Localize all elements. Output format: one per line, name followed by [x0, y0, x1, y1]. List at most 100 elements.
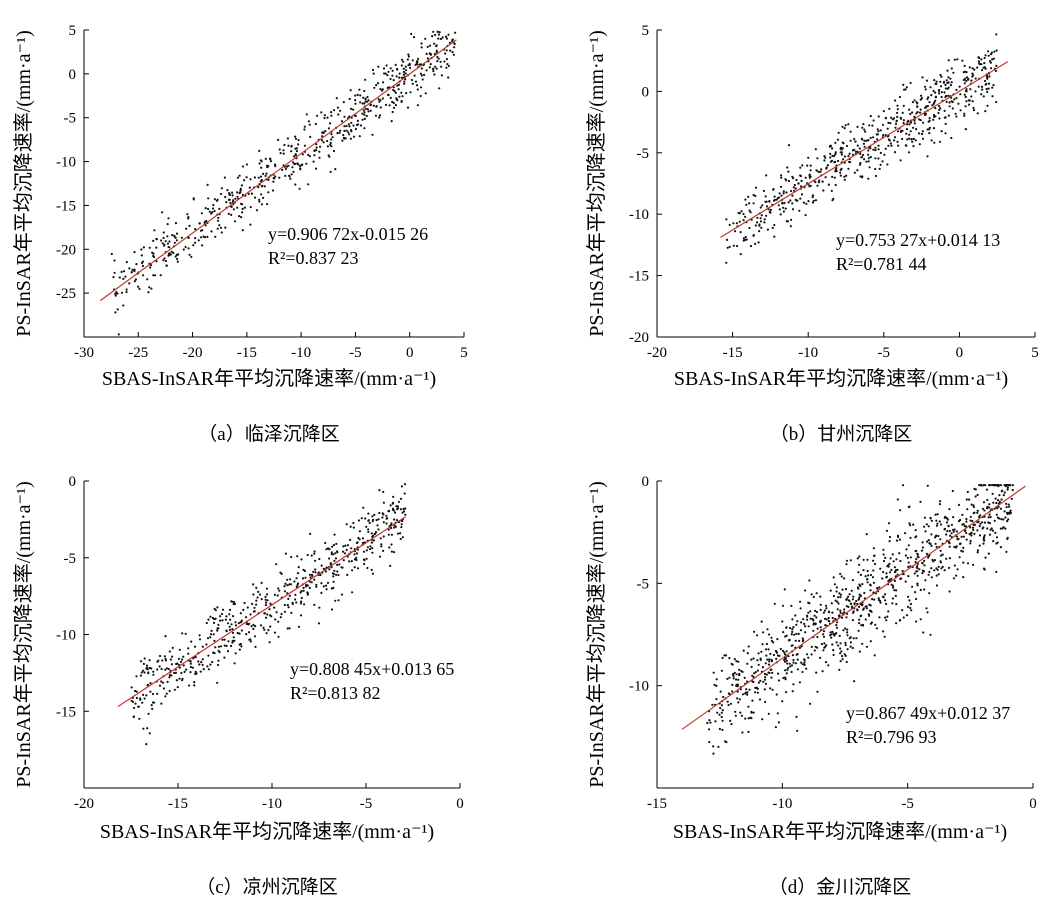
scatter-point	[885, 576, 888, 579]
scatter-point	[719, 707, 722, 710]
scatter-point	[363, 113, 366, 116]
scatter-point	[895, 589, 898, 592]
scatter-point	[782, 631, 785, 634]
scatter-point	[839, 169, 842, 172]
scatter-point	[810, 645, 813, 649]
scatter-point	[329, 141, 332, 145]
scatter-point	[239, 202, 243, 205]
scatter-point	[783, 660, 787, 663]
scatter-point	[183, 670, 186, 674]
scatter-point	[717, 745, 720, 749]
scatter-point	[263, 185, 266, 188]
scatter-point	[863, 591, 866, 595]
scatter-point	[787, 666, 790, 670]
scatter-point	[381, 88, 384, 91]
scatter-point	[785, 650, 788, 653]
scatter-point	[802, 201, 806, 204]
scatter-point	[924, 579, 927, 582]
scatter-point	[902, 119, 906, 122]
scatter-point	[890, 116, 893, 119]
scatter-point	[357, 519, 360, 522]
scatter-point	[829, 160, 833, 163]
scatter-point	[342, 545, 345, 548]
scatter-point	[948, 101, 951, 104]
scatter-point	[1004, 527, 1007, 530]
scatter-point	[435, 67, 438, 70]
scatter-point	[720, 669, 724, 672]
scatter-point	[995, 570, 998, 574]
scatter-point	[775, 657, 778, 661]
scatter-point	[987, 87, 990, 90]
scatter-point	[725, 238, 729, 241]
scatter-point	[845, 563, 848, 566]
scatter-point	[335, 97, 338, 100]
scatter-point	[301, 163, 304, 166]
scatter-point	[878, 586, 881, 589]
scatter-point	[934, 115, 937, 118]
scatter-point	[147, 712, 150, 716]
scatter-point	[340, 120, 344, 123]
scatter-point	[388, 546, 391, 549]
scatter-point	[875, 133, 878, 136]
scatter-point	[432, 70, 435, 73]
scatter-point	[943, 528, 946, 531]
scatter-point	[834, 170, 837, 173]
scatter-point	[833, 617, 837, 621]
scatter-point	[370, 568, 373, 572]
scatter-point	[325, 584, 328, 587]
scatter-point	[410, 78, 413, 82]
scatter-point	[153, 274, 157, 277]
scatter-point	[728, 657, 731, 660]
scatter-point	[848, 160, 851, 163]
regression-equation: y=0.753 27x+0.014 13	[836, 230, 1000, 250]
scatter-point	[384, 103, 388, 106]
scatter-point	[753, 672, 756, 675]
scatter-point	[180, 671, 183, 675]
scatter-point	[224, 618, 227, 621]
scatter-point	[858, 622, 861, 625]
scatter-point	[212, 621, 216, 625]
scatter-point	[891, 602, 894, 605]
scatter-point	[758, 230, 761, 233]
scatter-point	[843, 155, 847, 158]
scatter-point	[116, 308, 119, 311]
scatter-point	[340, 593, 344, 596]
scatter-point	[199, 670, 202, 673]
scatter-point	[223, 656, 226, 659]
scatter-point	[429, 63, 432, 66]
scatter-point	[799, 629, 803, 632]
scatter-point	[297, 138, 300, 142]
scatter-point	[238, 643, 241, 646]
scatter-point	[385, 64, 388, 67]
scatter-point	[210, 230, 213, 233]
scatter-point	[275, 563, 278, 566]
scatter-point	[115, 291, 118, 294]
scatter-point	[176, 662, 179, 665]
scatter-point	[888, 540, 891, 543]
scatter-point	[120, 270, 123, 273]
scatter-point	[792, 177, 795, 180]
scatter-point	[339, 129, 342, 132]
scatter-point	[378, 489, 381, 492]
scatter-point	[210, 212, 213, 215]
scatter-point	[262, 196, 265, 199]
scatter-point	[785, 691, 788, 694]
scatter-point	[928, 592, 931, 595]
scatter-point	[273, 177, 276, 180]
scatter-point	[117, 333, 120, 336]
scatter-point	[914, 139, 917, 142]
scatter-point	[999, 527, 1003, 530]
scatter-point	[404, 513, 407, 516]
scatter-point	[198, 663, 201, 666]
scatter-point	[145, 694, 148, 697]
scatter-point	[358, 88, 361, 91]
scatter-point	[137, 705, 140, 708]
scatter-point	[363, 562, 366, 566]
scatter-point	[972, 504, 975, 507]
y-tick-label: -10	[629, 207, 649, 223]
scatter-point	[373, 513, 376, 517]
scatter-point	[800, 621, 803, 624]
scatter-point	[933, 141, 936, 144]
scatter-point	[332, 586, 335, 590]
scatter-point	[292, 170, 295, 173]
